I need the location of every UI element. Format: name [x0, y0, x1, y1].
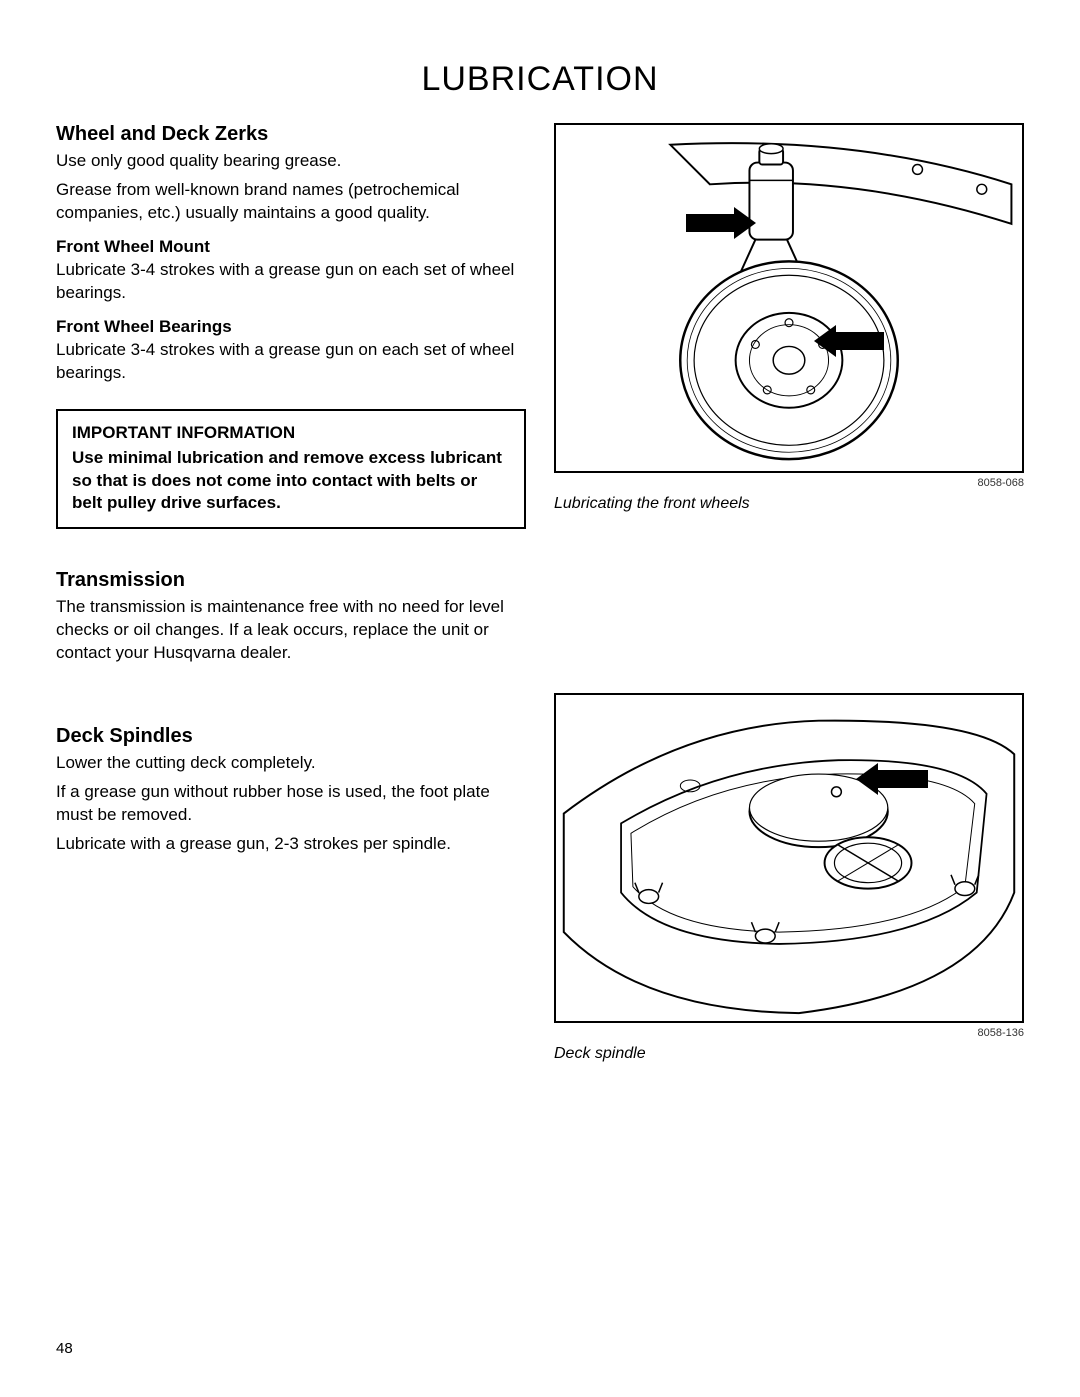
text-grease-brand: Grease from well-known brand names (petr…: [56, 179, 526, 225]
arrow-icon: [686, 207, 756, 239]
arrow-icon: [856, 763, 928, 795]
left-column: Wheel and Deck Zerks Use only good quali…: [56, 123, 526, 1063]
text-grease-quality: Use only good quality bearing grease.: [56, 150, 526, 173]
arrow-icon: [814, 325, 884, 357]
page-title: LUBRICATION: [56, 60, 1024, 99]
page-number: 48: [56, 1340, 73, 1357]
figure-code-2: 8058-136: [554, 1027, 1024, 1039]
figure-front-wheel: [554, 123, 1024, 473]
figure-code-1: 8058-068: [554, 477, 1024, 489]
text-transmission: The transmission is maintenance free wit…: [56, 596, 526, 665]
content-columns: Wheel and Deck Zerks Use only good quali…: [56, 123, 1024, 1063]
text-front-wheel-bearings: Lubricate 3-4 strokes with a grease gun …: [56, 339, 526, 385]
text-deck-footplate: If a grease gun without rubber hose is u…: [56, 781, 526, 827]
text-deck-lower: Lower the cutting deck completely.: [56, 752, 526, 775]
info-box-body: Use minimal lubrication and remove exces…: [72, 447, 510, 516]
heading-deck-spindles: Deck Spindles: [56, 725, 526, 748]
figure-deck-spindle: [554, 693, 1024, 1023]
heading-transmission: Transmission: [56, 569, 526, 592]
text-front-wheel-mount: Lubricate 3-4 strokes with a grease gun …: [56, 259, 526, 305]
text-deck-lubricate: Lubricate with a grease gun, 2-3 strokes…: [56, 833, 526, 856]
info-box-title: IMPORTANT INFORMATION: [72, 423, 510, 443]
heading-front-wheel-bearings: Front Wheel Bearings: [56, 317, 526, 337]
figure-caption-2: Deck spindle: [554, 1045, 1024, 1063]
figure-caption-1: Lubricating the front wheels: [554, 495, 1024, 513]
deck-spindle-illustration: [556, 695, 1022, 1021]
important-info-box: IMPORTANT INFORMATION Use minimal lubric…: [56, 409, 526, 530]
front-wheel-illustration: [556, 125, 1022, 471]
heading-wheel-deck-zerks: Wheel and Deck Zerks: [56, 123, 526, 146]
right-column: 8058-068 Lubricating the front wheels: [554, 123, 1024, 1063]
heading-front-wheel-mount: Front Wheel Mount: [56, 237, 526, 257]
